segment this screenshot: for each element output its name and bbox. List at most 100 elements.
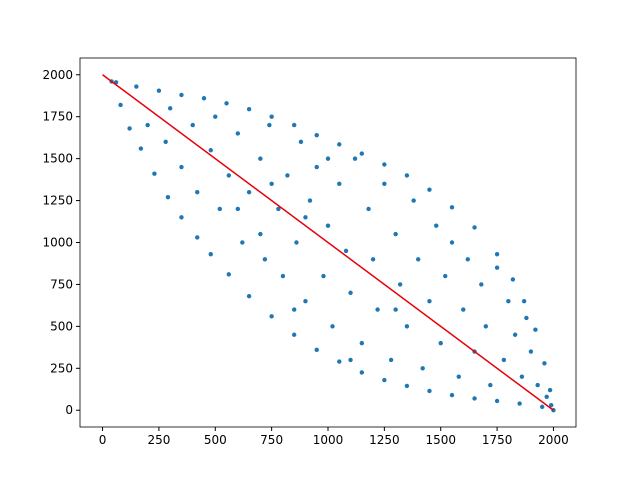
point [488,382,493,388]
point [420,366,425,371]
point [472,225,477,230]
point [138,146,144,151]
point [438,340,443,346]
y-tick-label: 0 [65,403,73,417]
point [258,231,263,237]
point [359,340,365,346]
y-tick-label: 2000 [42,68,73,82]
point [134,84,139,89]
point [285,173,290,178]
point [544,394,549,400]
point [208,252,213,257]
point [427,299,432,304]
point [291,332,297,337]
point [366,206,371,212]
point [370,257,376,262]
point [461,307,466,312]
point [547,387,553,393]
point [179,92,184,98]
point [179,164,184,170]
point [510,277,516,282]
point [348,290,353,296]
point [262,257,268,262]
point [127,126,132,131]
point [195,189,200,195]
point [382,181,387,186]
point [348,357,353,363]
point [190,122,195,128]
point [269,314,274,319]
point [213,114,218,119]
point [217,206,222,212]
point [343,248,349,254]
y-tick-label: 1250 [42,194,73,208]
point [501,357,507,363]
x-tick-label: 1500 [425,433,456,447]
y-tick-label: 250 [50,361,73,375]
x-tick-label: 2000 [538,433,569,447]
point [404,324,410,329]
point [179,215,184,220]
point [494,265,500,270]
point [393,307,398,312]
point [411,198,416,203]
line [102,74,554,411]
y-tick-label: 500 [50,319,73,333]
point [472,396,477,401]
point [427,388,432,394]
point [307,198,313,203]
point [388,357,394,363]
point [415,257,421,262]
y-tick-label: 1500 [42,152,73,166]
point [246,106,252,112]
point [291,122,297,128]
point [195,235,200,240]
plot-frame [79,57,577,428]
y-tick-label: 750 [50,277,73,291]
point [145,122,150,128]
point [456,374,461,379]
point [359,151,365,156]
point [298,139,304,145]
point [494,252,500,257]
point [314,132,319,138]
point [539,404,545,410]
point [280,273,286,279]
point [156,88,162,93]
point [152,171,157,176]
point [246,293,252,299]
x-tick-label: 1250 [369,433,400,447]
point [524,315,529,321]
point [291,307,297,312]
point [165,195,171,200]
point [321,273,326,279]
x-tick-label: 250 [147,433,170,447]
point [226,272,231,277]
x-tick-label: 500 [204,433,227,447]
point [479,282,484,287]
point [208,148,213,153]
point [235,131,241,136]
point [359,370,365,375]
point [303,299,308,304]
point [528,349,534,354]
point [494,398,500,404]
point [535,382,540,388]
point [167,106,173,111]
x-tick-label: 0 [99,433,107,447]
point [375,307,380,312]
point [303,215,308,220]
point [201,96,207,101]
point [506,299,511,304]
point [512,332,518,337]
point [294,240,299,245]
point [549,402,554,408]
point [267,122,272,128]
point [269,181,274,186]
point [246,189,252,195]
point [330,324,335,329]
point [404,173,410,178]
point [542,361,547,366]
point [449,205,455,210]
